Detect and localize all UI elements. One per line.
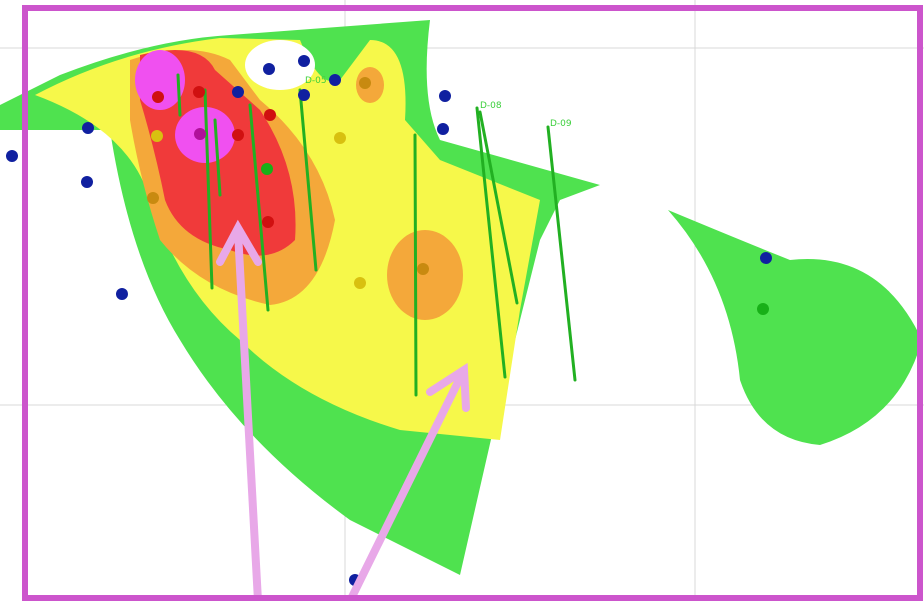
sample <box>81 176 93 188</box>
sample <box>232 129 244 141</box>
surface-magenta <box>135 50 185 110</box>
drillhole <box>203 88 214 290</box>
arrow <box>346 370 466 601</box>
sample <box>194 128 206 140</box>
annotation-arrows <box>216 219 470 601</box>
sample <box>417 263 429 275</box>
sample <box>334 132 346 144</box>
drillhole-label: D-05 <box>305 76 327 86</box>
surface-green <box>668 210 922 445</box>
samples-yellow <box>147 77 429 289</box>
drillhole <box>298 88 318 272</box>
sample <box>263 63 275 75</box>
drillhole <box>213 118 222 197</box>
sample <box>359 77 371 89</box>
drillholes <box>176 73 577 397</box>
arrow-head <box>426 362 470 412</box>
sample <box>151 130 163 142</box>
drillhole <box>176 73 182 117</box>
sample <box>354 277 366 289</box>
drillhole <box>248 103 270 312</box>
sample <box>193 86 205 98</box>
drillhole <box>546 125 577 382</box>
drillhole <box>475 106 507 379</box>
drillhole-label: D-09 <box>550 119 572 129</box>
sample <box>82 122 94 134</box>
sample <box>264 109 276 121</box>
samples-green <box>261 163 769 315</box>
sample <box>329 74 341 86</box>
sample <box>262 216 274 228</box>
sample <box>439 90 451 102</box>
sample <box>298 55 310 67</box>
arrow <box>234 228 262 601</box>
sample <box>6 150 18 162</box>
sample <box>116 288 128 300</box>
samples-red <box>152 86 276 228</box>
sample <box>437 123 449 135</box>
sample <box>147 192 159 204</box>
drillhole <box>413 133 418 397</box>
sample <box>152 91 164 103</box>
selection-frame <box>22 5 923 601</box>
surface-hole <box>245 40 315 90</box>
drillhole <box>478 110 519 305</box>
sample <box>757 303 769 315</box>
sample <box>232 86 244 98</box>
sample <box>261 163 273 175</box>
sample <box>760 252 772 264</box>
surface-orange <box>387 230 463 320</box>
drillhole-label: D-08 <box>480 101 502 111</box>
sample <box>298 89 310 101</box>
arrow-head <box>216 219 262 266</box>
